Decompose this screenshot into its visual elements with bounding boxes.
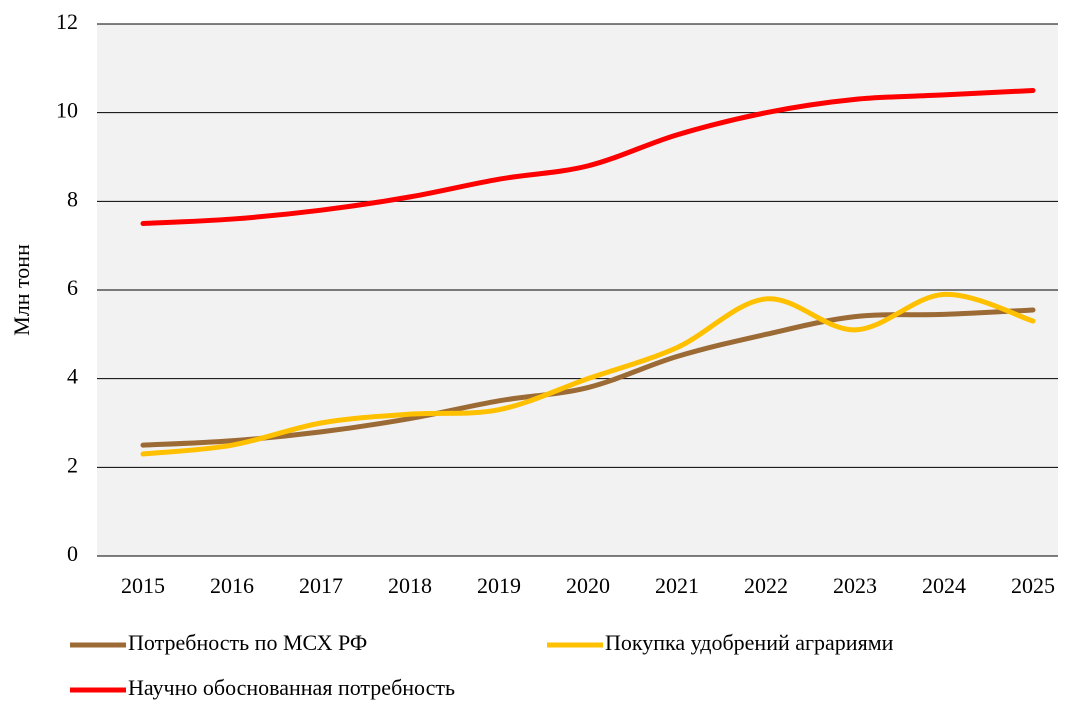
series-line <box>140 291 1036 457</box>
y-tick-label: 4 <box>67 364 78 389</box>
x-tick-label: 2021 <box>655 573 699 598</box>
x-tick-label: 2019 <box>477 573 521 598</box>
series-line <box>140 88 1036 226</box>
y-tick-label: 12 <box>56 9 78 34</box>
y-tick-label: 0 <box>67 541 78 566</box>
x-tick-label: 2017 <box>299 573 343 598</box>
legend-label: Покупка удобрений аграриями <box>605 630 894 655</box>
x-tick-label: 2024 <box>922 573 966 598</box>
x-tick-label: 2025 <box>1011 573 1055 598</box>
x-tick-label: 2022 <box>744 573 788 598</box>
legend-label: Научно обоснованная потребность <box>128 675 455 700</box>
y-tick-label: 2 <box>67 452 78 477</box>
x-tick-label: 2020 <box>566 573 610 598</box>
x-tick-label: 2016 <box>210 573 254 598</box>
x-tick-label: 2018 <box>388 573 432 598</box>
legend-label: Потребность по МСХ РФ <box>128 630 367 655</box>
x-tick-label: 2023 <box>833 573 877 598</box>
y-tick-label: 8 <box>67 186 78 211</box>
y-axis-label: Млн тонн <box>9 244 34 336</box>
x-tick-label: 2015 <box>121 573 165 598</box>
y-tick-label: 6 <box>67 275 78 300</box>
y-tick-label: 10 <box>56 98 78 123</box>
series-line <box>140 307 1036 448</box>
